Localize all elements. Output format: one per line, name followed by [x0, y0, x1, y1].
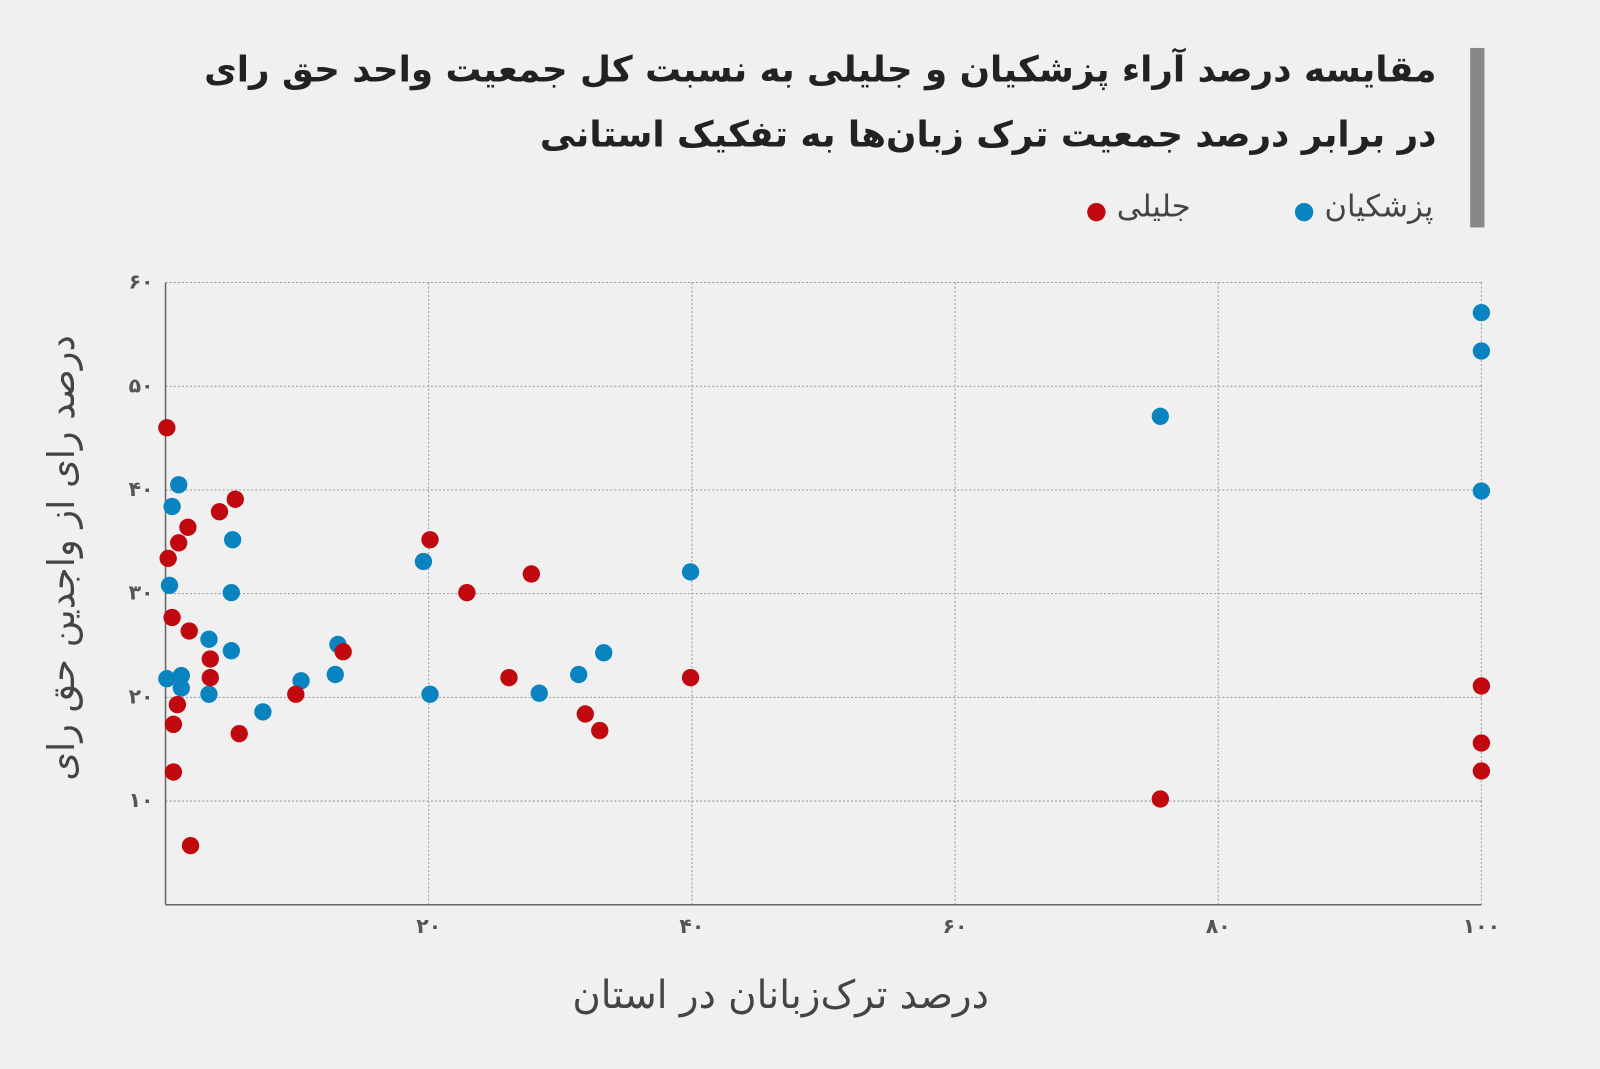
x-tick-label: ۲۰ — [416, 914, 441, 938]
point — [595, 644, 613, 662]
point — [1472, 734, 1491, 752]
point — [159, 549, 177, 568]
point — [222, 642, 240, 660]
point — [522, 565, 541, 583]
point — [181, 836, 200, 855]
point — [226, 490, 244, 508]
x-tick-label: ۱۰۰ — [1463, 914, 1500, 938]
point — [170, 476, 188, 494]
point — [1151, 407, 1169, 425]
point — [170, 534, 188, 552]
point — [164, 715, 183, 733]
point — [179, 518, 197, 536]
point — [414, 552, 433, 571]
point — [163, 497, 181, 516]
chart-title: در برابر درصد جمعیت ترک زبان‌ها به تفکیک… — [540, 115, 1437, 156]
point — [334, 643, 352, 661]
point — [180, 622, 198, 640]
point — [1151, 790, 1169, 808]
chart-title: مقایسه درصد آراء پزشکیان و جلیلی به نسبت… — [204, 47, 1436, 90]
point — [223, 531, 242, 549]
title-bar — [1470, 47, 1485, 228]
point — [570, 665, 588, 684]
point — [160, 576, 179, 595]
x-tick-label: ۸۰ — [1206, 914, 1231, 938]
point — [168, 695, 187, 714]
legend-marker — [1294, 202, 1314, 222]
y-tick-label: ۲۰ — [129, 684, 154, 708]
point — [1472, 762, 1491, 780]
point — [158, 670, 176, 688]
legend-label: پزشکیان — [1324, 190, 1433, 225]
grid: ۱۰ ۲۰ ۳۰ ۴۰ ۵۰ ۶۰ ۲۰ ۴۰ ۶۰ ۸۰ ۱۰۰ — [129, 270, 1500, 939]
point — [500, 668, 518, 687]
legend-label: جلیلی — [1117, 190, 1191, 225]
point — [172, 679, 190, 697]
point — [163, 608, 181, 627]
point — [222, 583, 240, 602]
points — [158, 303, 1491, 855]
point — [1472, 482, 1491, 500]
point — [1472, 677, 1491, 695]
x-axis-label: درصد ترک‌زبانان در استان — [572, 973, 989, 1018]
point — [200, 685, 218, 703]
point — [681, 563, 700, 581]
point — [576, 705, 594, 723]
point — [172, 666, 190, 685]
point — [254, 703, 272, 721]
point — [158, 419, 176, 437]
y-tick-label: ۳۰ — [129, 581, 154, 605]
point — [681, 668, 700, 687]
point — [201, 668, 219, 687]
point — [421, 531, 439, 549]
legend: پزشکیان جلیلی — [1087, 190, 1433, 225]
y-tick-label: ۵۰ — [129, 373, 154, 397]
y-tick-label: ۴۰ — [129, 477, 154, 501]
point — [326, 665, 344, 684]
point — [458, 583, 476, 602]
y-tick-label: ۱۰ — [129, 788, 154, 812]
point — [292, 672, 310, 690]
x-tick-label: ۶۰ — [943, 914, 968, 938]
point — [201, 650, 219, 668]
x-tick-label: ۴۰ — [679, 914, 704, 938]
point — [164, 763, 183, 781]
point — [230, 724, 248, 743]
point — [591, 721, 609, 740]
point — [287, 685, 305, 703]
legend-marker — [1087, 202, 1106, 222]
point — [421, 685, 439, 703]
point — [1472, 303, 1491, 322]
point — [200, 630, 218, 648]
point — [210, 503, 229, 521]
point — [530, 684, 548, 702]
y-axis-label: درصد رای از واجدین حق رای — [40, 335, 83, 781]
point — [1472, 342, 1491, 360]
y-tick-label: ۶۰ — [129, 270, 154, 294]
